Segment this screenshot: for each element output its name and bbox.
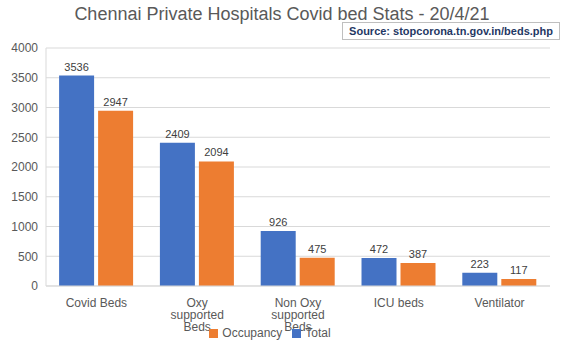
svg-text:1500: 1500 [11,190,38,204]
svg-text:2000: 2000 [11,160,38,174]
svg-text:2500: 2500 [11,131,38,145]
svg-text:0: 0 [31,279,38,293]
svg-text:1000: 1000 [11,220,38,234]
svg-text:2947: 2947 [103,96,127,108]
svg-text:OxysupportedBeds: OxysupportedBeds [171,296,224,334]
svg-text:223: 223 [471,258,489,270]
svg-text:2094: 2094 [204,146,228,158]
svg-text:475: 475 [308,243,326,255]
svg-text:4000: 4000 [11,41,38,55]
svg-text:3536: 3536 [64,61,88,73]
svg-text:Non OxysupportedBeds: Non OxysupportedBeds [271,296,324,334]
svg-text:2409: 2409 [165,128,189,140]
svg-text:3500: 3500 [11,71,38,85]
svg-text:387: 387 [409,248,427,260]
svg-text:Covid Beds: Covid Beds [66,296,127,310]
svg-text:117: 117 [510,264,528,276]
svg-text:926: 926 [269,216,287,228]
svg-text:ICU beds: ICU beds [374,296,424,310]
svg-text:3000: 3000 [11,101,38,115]
svg-text:472: 472 [370,243,388,255]
svg-text:Ventilator: Ventilator [475,296,525,310]
svg-text:500: 500 [18,250,38,264]
